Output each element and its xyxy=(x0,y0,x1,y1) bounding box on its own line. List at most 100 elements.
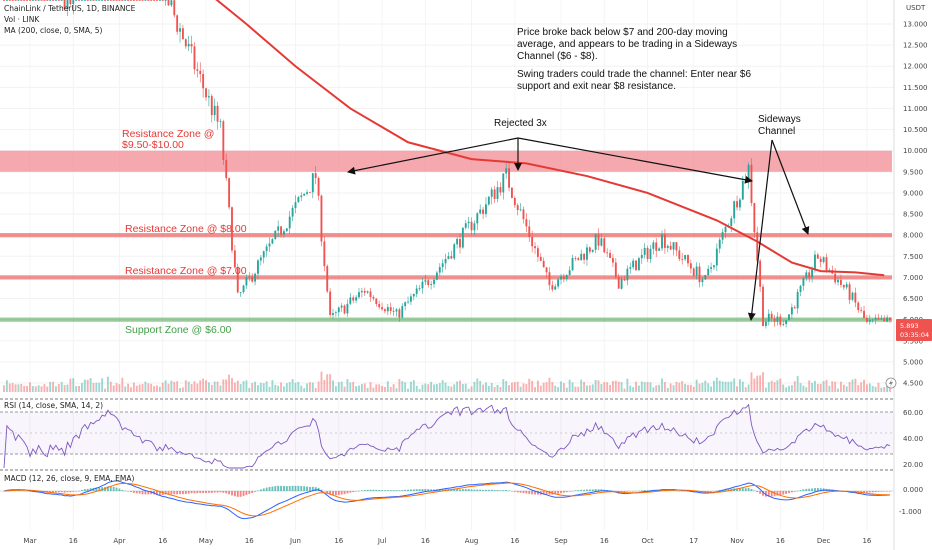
candle-body xyxy=(46,0,49,1)
volume-bar xyxy=(343,386,346,392)
volume-bar xyxy=(661,378,663,392)
macd-hist-bar xyxy=(207,491,210,493)
volume-bar xyxy=(493,386,496,392)
volume-bar xyxy=(389,386,392,392)
macd-hist-bar xyxy=(421,488,424,491)
candle-body xyxy=(863,310,865,319)
candle-body xyxy=(516,205,519,211)
zone-label-4: Support Zone @ $6.00 xyxy=(125,324,232,336)
volume-bar xyxy=(147,383,150,392)
macd-hist-bar xyxy=(363,490,366,491)
macd-hist-bar xyxy=(522,491,525,494)
macd-hist-bar xyxy=(640,490,643,491)
volume-bar xyxy=(138,384,141,392)
candle-body xyxy=(710,267,713,269)
volume-bar xyxy=(637,385,640,392)
note-line-6: support and exit near $8 resistance. xyxy=(517,81,676,92)
volume-bar xyxy=(121,377,124,392)
volume-bar xyxy=(857,385,860,392)
macd-hist-bar xyxy=(715,490,718,492)
macd-hist-bar xyxy=(251,491,254,493)
candle-body xyxy=(842,284,845,288)
volume-bar xyxy=(5,380,8,392)
candle-body xyxy=(285,228,288,232)
x-tick-label: Apr xyxy=(113,537,125,545)
macd-hist-bar xyxy=(764,491,767,497)
volume-bar xyxy=(551,382,554,392)
volume-bar xyxy=(69,378,72,392)
candle-body xyxy=(213,105,216,116)
macd-hist-bar xyxy=(262,488,265,491)
candle-body xyxy=(283,231,285,235)
candle-body xyxy=(3,0,5,1)
volume-bar xyxy=(23,385,26,392)
macd-hist-bar xyxy=(378,490,381,491)
macd-tick-neg1: -1.000 xyxy=(899,508,922,516)
candle-body xyxy=(560,276,562,280)
zone-label-2: Resistance Zone @ $8.00 xyxy=(125,223,247,235)
volume-bar xyxy=(713,380,715,392)
macd-hist-bar xyxy=(586,489,588,491)
candle-body xyxy=(614,262,617,278)
candle-body xyxy=(499,187,502,193)
macd-hist-bar xyxy=(441,489,444,491)
macd-hist-bar xyxy=(617,491,620,492)
macd-hist-bar xyxy=(323,491,326,492)
macd-line xyxy=(3,480,891,520)
macd-hist-bar xyxy=(303,486,306,491)
candle-body xyxy=(851,292,854,300)
candle-body xyxy=(130,0,132,1)
macd-hist-bar xyxy=(805,488,808,491)
volume-bar xyxy=(586,385,588,392)
candle-body xyxy=(767,313,770,322)
volume-bar xyxy=(421,384,424,392)
x-tick-label: 16 xyxy=(158,537,167,545)
candle-body xyxy=(788,314,790,321)
candle-body xyxy=(606,252,609,254)
volume-bar xyxy=(161,382,164,392)
candle-body xyxy=(790,307,793,315)
volume-bar xyxy=(845,386,848,392)
macd-hist-bar xyxy=(98,487,101,491)
macd-hist-bar xyxy=(482,489,485,491)
candle-body xyxy=(519,209,522,211)
candle-body xyxy=(637,258,640,271)
volume-bar xyxy=(340,381,343,392)
volume-bar xyxy=(285,383,288,392)
volume-bar xyxy=(880,387,883,392)
candle-body xyxy=(456,238,459,245)
volume-bar xyxy=(496,384,499,392)
lightning-icon[interactable] xyxy=(885,377,897,389)
volume-bar xyxy=(277,385,280,392)
volume-bar xyxy=(461,383,464,392)
volume-bar xyxy=(470,386,473,392)
macd-hist-bar xyxy=(57,491,60,493)
candle-body xyxy=(617,277,620,289)
candle-body xyxy=(854,292,857,303)
candle-body xyxy=(112,0,115,1)
volume-bar xyxy=(816,383,819,392)
volume-bar xyxy=(675,381,678,392)
x-tick-label: Dec xyxy=(817,537,831,545)
candle-body xyxy=(796,291,799,309)
candle-body xyxy=(11,0,14,1)
macd-signal-line xyxy=(3,482,891,517)
candle-body xyxy=(868,319,871,322)
macd-hist-bar xyxy=(470,489,473,491)
volume-bar xyxy=(311,382,314,392)
macd-hist-bar xyxy=(78,490,80,492)
candle-body xyxy=(239,292,242,293)
volume-bar xyxy=(300,385,303,392)
candle-body xyxy=(805,272,808,279)
candle-body xyxy=(242,285,245,293)
zone-bands xyxy=(0,150,892,322)
candle-body xyxy=(101,0,104,1)
candle-body xyxy=(26,0,29,1)
zone-band-3 xyxy=(0,275,892,280)
macd-hist-bar xyxy=(210,491,213,493)
candle-body xyxy=(80,0,83,1)
macd-hist-bar xyxy=(308,486,311,491)
volume-bar xyxy=(889,386,891,392)
macd-hist-bar xyxy=(776,491,779,496)
